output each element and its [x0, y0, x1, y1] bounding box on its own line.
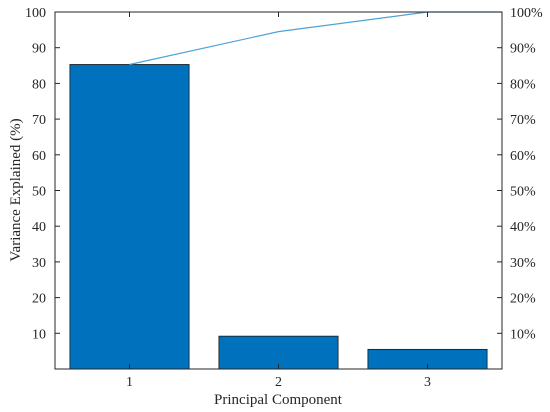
y2-tick-label-50: 50%: [510, 185, 536, 200]
y2-tick-label-100: 100%: [510, 6, 543, 21]
y2-tick-label-10: 10%: [510, 327, 536, 342]
x-tick-label-3: 3: [424, 375, 431, 390]
y-tick-label-50: 50: [32, 185, 46, 200]
y-tick-label-30: 30: [32, 256, 46, 271]
x-tick-label-2: 2: [275, 375, 282, 390]
cumulative-line: [129, 11, 502, 66]
bar-1: [69, 64, 190, 370]
bar-2: [218, 335, 339, 370]
y-tick-label-100: 100: [25, 6, 46, 21]
bars-group: [69, 64, 488, 370]
x-axis-title: Principal Component: [214, 392, 343, 408]
y-tick-label-40: 40: [32, 220, 46, 235]
y2-tick-label-20: 20%: [510, 292, 536, 307]
y2-tick-label-40: 40%: [510, 220, 536, 235]
y-tick-label-10: 10: [32, 327, 46, 342]
y-axis-title: Variance Explained (%): [8, 118, 24, 261]
y2-tick-label-60: 60%: [510, 149, 536, 164]
y2-tick-label-90: 90%: [510, 42, 536, 57]
x-tick-label-1: 1: [126, 375, 133, 390]
y2-tick-label-70: 70%: [510, 113, 536, 128]
y2-tick-label-80: 80%: [510, 77, 536, 92]
y-tick-label-60: 60: [32, 149, 46, 164]
y2-tick-label-30: 30%: [510, 256, 536, 271]
y-tick-label-70: 70: [32, 113, 46, 128]
y-tick-label-80: 80: [32, 77, 46, 92]
cumulative-line-group: [129, 11, 502, 66]
ticks-group: 10 20 30 40 50 60 70 80 90 100 10% 20% 30% 40% 50% 60% 7…: [25, 6, 543, 390]
y-tick-label-20: 20: [32, 292, 46, 307]
y-tick-label-90: 90: [32, 42, 46, 57]
